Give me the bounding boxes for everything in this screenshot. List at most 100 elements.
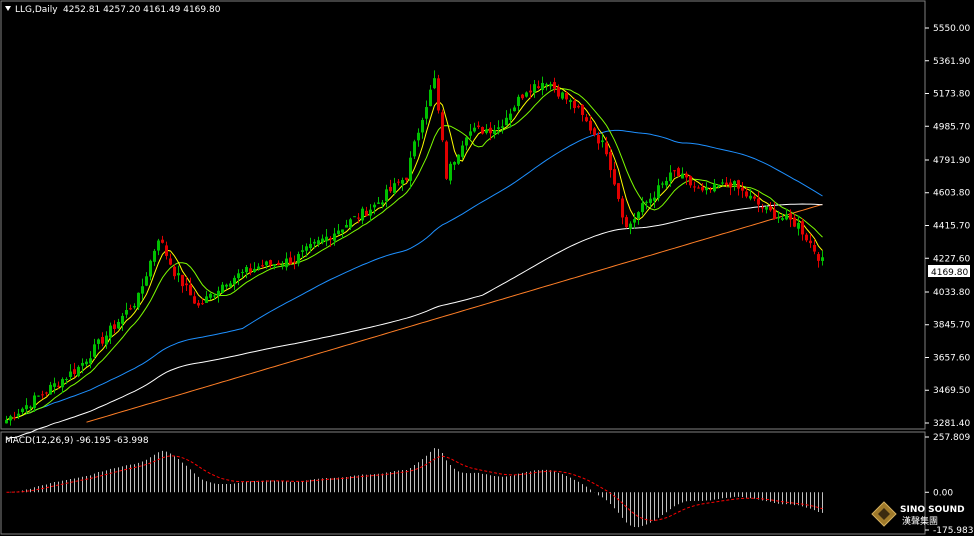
candle-body (37, 395, 40, 397)
candle-body (785, 214, 788, 220)
price-tick-label: 3281.40 (933, 419, 970, 429)
candle-body (133, 305, 136, 308)
candle-body (449, 163, 452, 181)
candle-body (213, 295, 216, 297)
candle-body (325, 236, 328, 242)
candle-body (45, 392, 48, 394)
candle-body (25, 405, 28, 410)
candle-body (805, 234, 808, 241)
candle-body (489, 127, 492, 134)
candle-body (9, 416, 12, 421)
logo-chinese: 漢聲集團 (902, 515, 938, 527)
candle-body (565, 93, 568, 100)
candle-body (305, 246, 308, 251)
candle-body (665, 180, 668, 186)
candle-body (569, 100, 572, 102)
candle-body (333, 233, 336, 241)
dropdown-triangle-icon[interactable] (5, 6, 11, 11)
candle-body (377, 202, 380, 204)
candle-body (241, 271, 244, 273)
candle-body (425, 107, 428, 119)
moving-average-lines (6, 84, 823, 440)
candle-body (713, 183, 716, 192)
candle-body (501, 126, 504, 128)
current-price-tag: 4169.80 (928, 265, 970, 278)
candle-body (289, 257, 292, 265)
candle-body (189, 284, 192, 296)
candle-body (673, 170, 676, 172)
candle-body (233, 277, 236, 284)
candle-body (689, 176, 692, 186)
candle-body (249, 268, 252, 272)
candle-body (57, 385, 60, 387)
candle-body (737, 180, 740, 189)
candle-body (93, 344, 96, 357)
candle-body (85, 361, 88, 365)
candle-body (809, 240, 812, 244)
candle-body (373, 204, 376, 208)
sino-sound-logo: SINO SOUND 漢聲集團 (871, 501, 965, 527)
candle-body (349, 219, 352, 228)
candle-body (281, 264, 284, 266)
macd-tick-label: 0.00 (933, 488, 953, 498)
candle-body (413, 141, 416, 157)
candle-body (29, 406, 32, 408)
ohlc-values: 4252.81 4257.20 4161.49 4169.80 (63, 5, 221, 15)
candle-body (577, 106, 580, 108)
candle-body (181, 274, 184, 287)
candle-body (253, 268, 256, 273)
candle-body (345, 224, 348, 228)
candle-body (769, 206, 772, 211)
candle-body (593, 128, 596, 136)
candle-body (353, 216, 356, 218)
candle-body (137, 292, 140, 308)
candle-body (257, 266, 260, 269)
candle-body (493, 130, 496, 134)
candle-body (33, 395, 36, 409)
price-tick-label: 5173.80 (933, 90, 970, 100)
candle-body (65, 379, 68, 381)
price-tick-label: 4415.70 (933, 222, 970, 232)
candle-body (49, 384, 52, 395)
candle-body (581, 104, 584, 115)
candle-body (77, 366, 80, 377)
candle-body (437, 78, 440, 111)
candle-body (265, 261, 268, 266)
candle-body (113, 324, 116, 329)
candle-body (777, 217, 780, 219)
candle-body (165, 245, 168, 256)
candle-body (633, 219, 636, 223)
price-axis: 5550.00 5361.90 5173.80 4985.70 4791.90 4603.… (925, 24, 970, 429)
symbol-label: LLG,Daily (15, 5, 58, 15)
candle-body (745, 191, 748, 197)
candle-body (361, 208, 364, 221)
candle-body (129, 308, 132, 310)
candle-body (681, 173, 684, 179)
candle-body (389, 186, 392, 192)
price-tick-label: 4603.80 (933, 189, 970, 199)
candle-body (357, 217, 360, 219)
candle-body (141, 286, 144, 294)
candle-body (621, 198, 624, 218)
price-tick-label: 4033.80 (933, 288, 970, 298)
candle-body (497, 127, 500, 129)
candle-body (525, 92, 528, 97)
candle-body (793, 217, 796, 227)
candle-body (405, 177, 408, 180)
candle-body (21, 408, 24, 413)
candle-body (365, 210, 368, 216)
candle-body (337, 230, 340, 235)
candle-body (73, 369, 76, 375)
candle-body (285, 258, 288, 268)
candle-body (781, 218, 784, 220)
candle-body (441, 112, 444, 141)
candle-body (789, 213, 792, 220)
candle-body (677, 168, 680, 176)
candle-body (725, 182, 728, 186)
candle-body (125, 310, 128, 315)
candle-body (609, 151, 612, 171)
candle-body (469, 131, 472, 136)
candle-body (761, 207, 764, 209)
price-tick-label: 4791.90 (933, 156, 970, 166)
candle-body (273, 264, 276, 266)
